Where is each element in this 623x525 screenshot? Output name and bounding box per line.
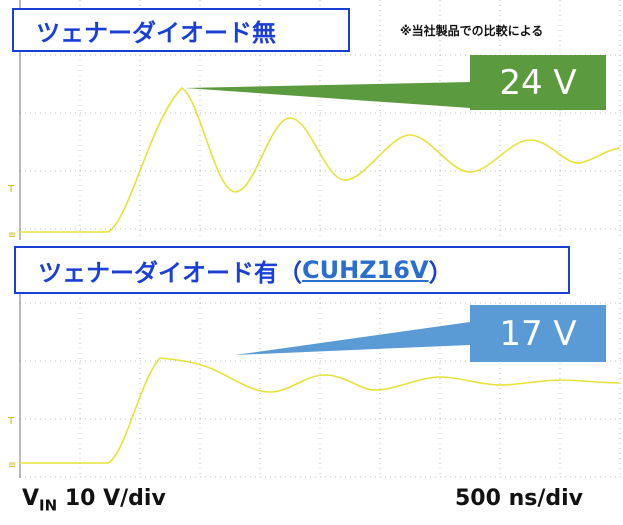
peak-label: 17 V <box>470 305 606 362</box>
bottom-title: ツェナーダイオード有（CUHZ16V） <box>14 246 570 294</box>
time-scale: 500 ns/div <box>455 486 583 511</box>
v-subscript: IN <box>39 496 57 514</box>
trigger-mark: T <box>7 416 15 427</box>
page: T ≡ T ≡ ツェナーダイオード無 ※当社製品での比較による 24 V ツェナ… <box>0 0 623 525</box>
title-text: ツェナーダイオード有（ <box>38 253 302 288</box>
product-link[interactable]: CUHZ16V <box>302 256 429 284</box>
peak-label: 24 V <box>470 55 606 110</box>
trigger-mark: T <box>7 184 15 195</box>
callout-bottom <box>235 322 470 355</box>
top-title: ツェナーダイオード無 <box>12 8 350 52</box>
note: ※当社製品での比較による <box>400 22 543 39</box>
ground-mark: ≡ <box>8 460 16 471</box>
v-scale-text: 10 V/div <box>65 486 166 511</box>
title-text: ） <box>429 253 453 288</box>
callout-top <box>185 82 470 108</box>
v-symbol: V <box>22 486 39 511</box>
v-scale: VIN 10 V/div <box>22 486 166 514</box>
ground-mark: ≡ <box>8 230 16 241</box>
